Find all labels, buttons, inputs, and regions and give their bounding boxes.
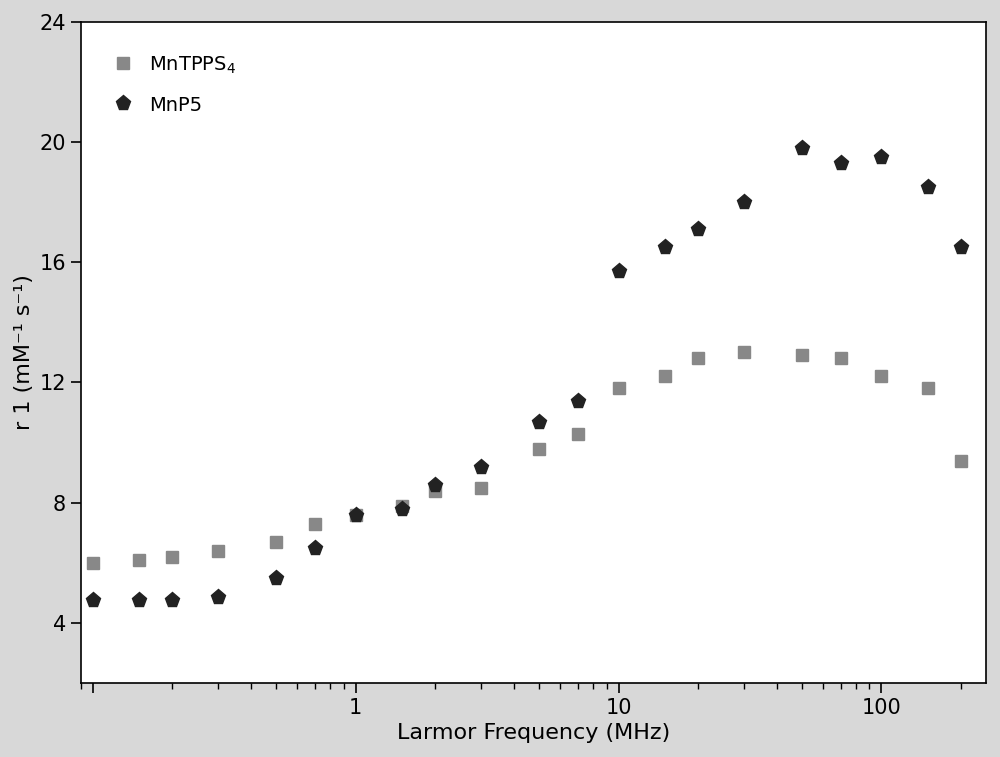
MnP5: [429, 480, 441, 489]
MnTPPS$_4$: [613, 384, 625, 393]
MnP5: [692, 225, 704, 234]
MnTPPS$_4$: [133, 555, 145, 564]
MnTPPS$_4$: [796, 351, 808, 360]
MnP5: [475, 462, 487, 471]
MnP5: [835, 158, 847, 167]
MnP5: [796, 144, 808, 153]
MnP5: [350, 510, 362, 519]
MnP5: [572, 396, 584, 405]
MnTPPS$_4$: [429, 486, 441, 495]
MnTPPS$_4$: [738, 348, 750, 357]
MnP5: [875, 153, 887, 162]
MnTPPS$_4$: [875, 372, 887, 381]
MnP5: [166, 596, 178, 605]
MnP5: [659, 243, 671, 252]
MnP5: [738, 198, 750, 207]
MnTPPS$_4$: [922, 384, 934, 393]
MnTPPS$_4$: [87, 558, 99, 567]
MnTPPS$_4$: [309, 519, 321, 528]
Line: MnTPPS$_4$: MnTPPS$_4$: [86, 346, 967, 569]
MnTPPS$_4$: [350, 510, 362, 519]
MnP5: [133, 596, 145, 605]
MnP5: [270, 573, 282, 582]
MnP5: [613, 266, 625, 276]
MnTPPS$_4$: [835, 354, 847, 363]
Line: MnP5: MnP5: [85, 141, 968, 608]
MnTPPS$_4$: [955, 456, 967, 465]
MnTPPS$_4$: [396, 501, 408, 510]
MnTPPS$_4$: [572, 429, 584, 438]
MnP5: [396, 504, 408, 513]
Legend: MnTPPS$_4$, MnP5: MnTPPS$_4$, MnP5: [90, 32, 259, 139]
MnTPPS$_4$: [270, 537, 282, 547]
MnP5: [309, 544, 321, 553]
MnP5: [533, 417, 545, 426]
MnTPPS$_4$: [533, 444, 545, 453]
MnP5: [922, 182, 934, 192]
MnP5: [955, 243, 967, 252]
MnP5: [212, 593, 224, 602]
MnTPPS$_4$: [659, 372, 671, 381]
MnTPPS$_4$: [692, 354, 704, 363]
MnTPPS$_4$: [475, 483, 487, 492]
X-axis label: Larmor Frequency (MHz): Larmor Frequency (MHz): [397, 723, 670, 743]
MnP5: [87, 596, 99, 605]
MnTPPS$_4$: [212, 547, 224, 556]
MnTPPS$_4$: [166, 552, 178, 561]
Y-axis label: r 1 (mM⁻¹ s⁻¹): r 1 (mM⁻¹ s⁻¹): [14, 275, 34, 431]
